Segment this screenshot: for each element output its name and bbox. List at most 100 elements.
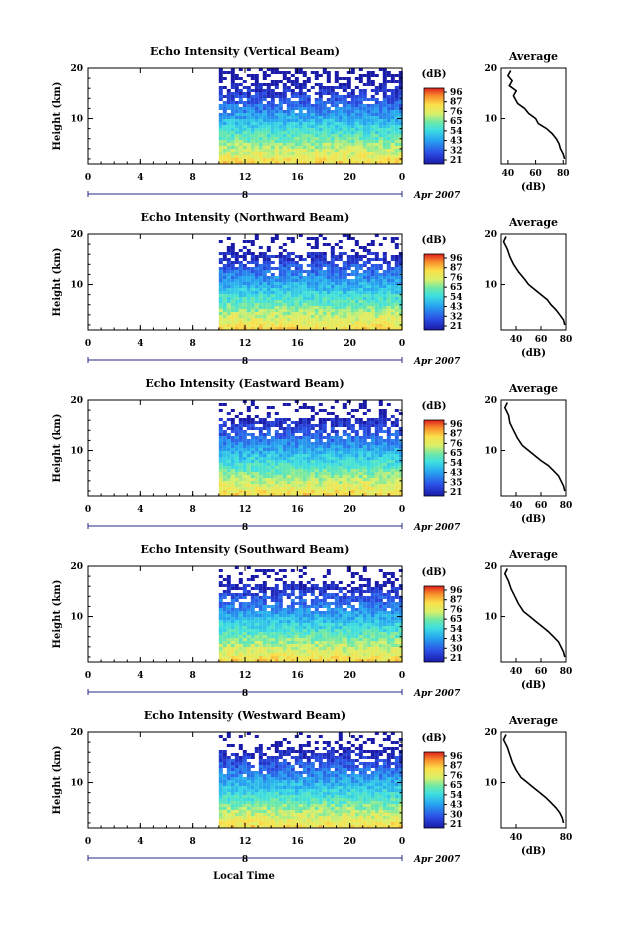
heatmap-cell	[346, 632, 351, 635]
heatmap-cell	[350, 487, 355, 490]
heatmap-cell	[374, 267, 379, 270]
heatmap-cell	[266, 620, 271, 623]
heatmap-cell	[282, 427, 287, 430]
heatmap-cell	[290, 454, 295, 457]
heatmap-cell	[230, 146, 235, 149]
heatmap-cell	[354, 128, 359, 131]
heatmap-cell	[366, 448, 371, 451]
heatmap-cell	[270, 569, 275, 572]
heatmap-cell	[282, 300, 287, 303]
heatmap-cell	[218, 451, 223, 454]
heatmap-cell	[258, 92, 263, 95]
heatmap-cell	[266, 113, 271, 116]
heatmap-cell	[222, 270, 227, 273]
heatmap-cell	[334, 149, 339, 152]
heatmap-cell	[362, 285, 367, 288]
heatmap-cell	[350, 572, 355, 575]
heatmap-cell	[298, 493, 303, 496]
heatmap-cell	[334, 587, 339, 590]
heatmap-cell	[362, 620, 367, 623]
heatmap-cell	[394, 122, 399, 125]
heatmap-cell	[314, 122, 319, 125]
heatmap-cell	[246, 131, 251, 134]
heatmap-cell	[374, 493, 379, 496]
heatmap-cell	[358, 149, 363, 152]
heatmap-cell	[242, 137, 247, 140]
heatmap-cell	[342, 481, 347, 484]
heatmap-cell	[386, 110, 391, 113]
heatmap-cell	[246, 647, 251, 650]
heatmap-cell	[326, 267, 331, 270]
heatmap-cell	[278, 650, 283, 653]
heatmap-cell	[238, 614, 243, 617]
heatmap-cell	[326, 614, 331, 617]
heatmap-cell	[274, 445, 279, 448]
average-x-tick-label: 80	[560, 335, 573, 345]
heatmap-cell	[382, 454, 387, 457]
heatmap-cell	[218, 439, 223, 442]
heatmap-cell	[386, 472, 391, 475]
heatmap-cell	[334, 282, 339, 285]
heatmap-cell	[358, 436, 363, 439]
heatmap-cell	[362, 406, 367, 409]
heatmap-cell	[354, 300, 359, 303]
heatmap-cell	[310, 321, 315, 324]
colorbar-tick-label: 35	[450, 478, 463, 488]
heatmap-cell	[330, 487, 335, 490]
heatmap-cell	[266, 267, 271, 270]
heatmap-cell	[238, 466, 243, 469]
heatmap-cell	[262, 273, 267, 276]
heatmap-cell	[338, 252, 343, 255]
heatmap-cell	[246, 291, 251, 294]
heatmap-cell	[290, 107, 295, 110]
heatmap-cell	[282, 122, 287, 125]
heatmap-cell	[350, 638, 355, 641]
heatmap-cell	[294, 92, 299, 95]
heatmap-cell	[390, 92, 395, 95]
heatmap-cell	[394, 454, 399, 457]
heatmap-cell	[370, 282, 375, 285]
heatmap-cell	[322, 620, 327, 623]
colorbar-tick-label: 76	[450, 439, 463, 449]
heatmap-cell	[394, 264, 399, 267]
heatmap-cell	[290, 291, 295, 294]
heatmap-cell	[374, 487, 379, 490]
heatmap-cell	[366, 472, 371, 475]
average-profile-line	[503, 402, 566, 492]
heatmap-cell	[290, 125, 295, 128]
heatmap-cell	[250, 418, 255, 421]
heatmap-cell	[246, 472, 251, 475]
heatmap-cell	[270, 146, 275, 149]
heatmap-cell	[378, 463, 383, 466]
heatmap-cell	[398, 149, 403, 152]
heatmap-cell	[330, 95, 335, 98]
heatmap-cell	[230, 418, 235, 421]
heatmap-cell	[310, 282, 315, 285]
heatmap-cell	[266, 487, 271, 490]
heatmap-cell	[286, 469, 291, 472]
heatmap-cell	[346, 641, 351, 644]
heatmap-cell	[290, 587, 295, 590]
heatmap-cell	[218, 279, 223, 282]
heatmap-cell	[238, 427, 243, 430]
heatmap-cell	[302, 86, 307, 89]
heatmap-cell	[274, 629, 279, 632]
heatmap-cell	[330, 478, 335, 481]
heatmap-cell	[266, 152, 271, 155]
heatmap-cell	[338, 626, 343, 629]
heatmap-cell	[254, 324, 259, 327]
heatmap-cell	[342, 282, 347, 285]
heatmap-cell	[398, 83, 403, 86]
heatmap-cell	[390, 297, 395, 300]
heatmap-cell	[258, 276, 263, 279]
heatmap-cell	[382, 409, 387, 412]
heatmap-cell	[282, 152, 287, 155]
heatmap-cell	[318, 152, 323, 155]
heatmap-cell	[290, 647, 295, 650]
heatmap-cell	[258, 306, 263, 309]
heatmap-cell	[246, 68, 251, 71]
heatmap-cell	[386, 605, 391, 608]
heatmap-cell	[242, 140, 247, 143]
heatmap-cell	[334, 267, 339, 270]
heatmap-cell	[266, 294, 271, 297]
